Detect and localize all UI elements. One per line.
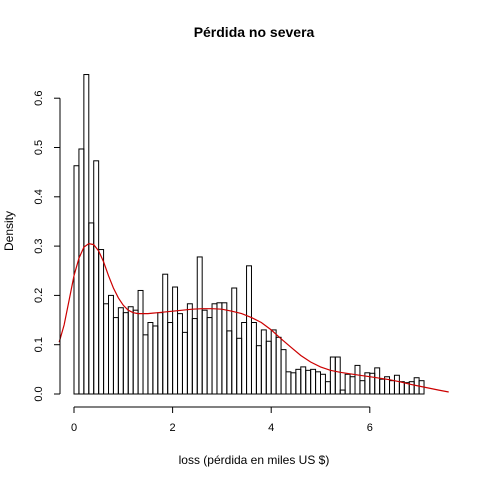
histogram-bar: [211, 303, 218, 395]
histogram-bar: [339, 389, 346, 395]
histogram-bar: [315, 371, 322, 395]
histogram-bar: [137, 289, 144, 395]
histogram-bar: [83, 74, 90, 395]
x-tick-label: 4: [268, 422, 274, 434]
histogram-bar: [300, 366, 307, 395]
histogram-bar: [295, 368, 302, 395]
x-tick-label: 2: [170, 422, 176, 434]
histogram-bar: [250, 322, 257, 395]
histogram-bar: [93, 160, 100, 395]
histogram-bar: [117, 307, 124, 395]
histogram-bar: [270, 329, 277, 395]
histogram-bar: [246, 265, 252, 395]
histogram-bar: [236, 337, 243, 395]
histogram-bar: [167, 322, 174, 395]
density-curve-layer: [58, 242, 449, 393]
histogram-bar: [354, 364, 361, 395]
x-tick-label: 0: [71, 422, 77, 434]
histogram-bar: [73, 165, 80, 395]
histogram-bar: [177, 313, 183, 395]
y-axis: 0.0 0.1 0.2 0.3 0.4 0.5 0.6: [33, 91, 61, 402]
histogram-bar: [108, 294, 114, 395]
histogram-bar: [147, 322, 154, 395]
y-tick-label: 0.4: [33, 189, 45, 204]
histogram-bar: [334, 356, 341, 395]
histogram-bar: [305, 369, 312, 395]
histogram-bar: [260, 329, 267, 395]
histogram-bar: [389, 380, 395, 395]
x-axis: 0 2 4 6: [71, 406, 373, 434]
histogram-bar: [255, 345, 262, 395]
histogram-bar: [359, 380, 366, 395]
histogram-bar: [152, 325, 159, 395]
histogram-bar: [127, 306, 134, 395]
histogram-bar: [206, 317, 213, 395]
histogram-bar: [329, 356, 336, 395]
histogram-bar: [280, 349, 287, 395]
histogram-bar: [157, 312, 164, 395]
histogram-bar: [320, 373, 326, 395]
histogram-bar: [324, 381, 331, 395]
histogram-bar: [265, 340, 272, 395]
histogram-bar: [172, 286, 179, 395]
histogram-bar: [78, 148, 85, 395]
histogram-bar: [231, 287, 238, 395]
histogram-bar: [275, 336, 282, 395]
y-axis-label: Density: [2, 211, 16, 251]
histogram-bar: [181, 331, 188, 395]
histogram-bar: [191, 318, 198, 395]
histogram-bar: [344, 373, 351, 395]
histogram-bar: [393, 374, 400, 395]
histogram-bar: [186, 303, 193, 395]
histogram-bar: [162, 273, 169, 395]
histogram-bar: [226, 330, 233, 395]
histogram-bar: [310, 368, 317, 395]
histogram-bar: [201, 309, 208, 395]
histogram-bar: [290, 372, 297, 395]
y-tick-label: 0.3: [33, 238, 45, 253]
y-tick-label: 0.6: [33, 91, 45, 106]
x-axis-label: loss (pérdida en miles US $): [179, 453, 330, 467]
histogram-bar: [196, 256, 203, 395]
histogram-bar: [398, 381, 405, 395]
histogram-bar: [374, 367, 381, 395]
histogram-bar: [221, 302, 228, 395]
histogram-bar: [285, 371, 292, 395]
histogram-bar: [216, 302, 223, 395]
histogram-bar: [349, 376, 356, 395]
histogram-bar: [408, 381, 415, 395]
y-tick-label: 0.1: [33, 337, 45, 352]
histogram-bar: [88, 222, 95, 395]
y-tick-label: 0.2: [33, 288, 45, 303]
histogram-bar: [98, 249, 105, 395]
histogram-bar: [132, 309, 139, 395]
x-tick-label: 6: [367, 422, 373, 434]
density-curve: [58, 242, 449, 393]
y-tick-label: 0.5: [33, 140, 45, 155]
y-tick-label: 0.0: [33, 386, 45, 401]
histogram-bar: [103, 303, 110, 395]
histogram-bar: [241, 322, 248, 395]
histogram-bars: [73, 74, 425, 395]
chart-title: Pérdida no severa: [194, 24, 315, 40]
histogram-bar: [122, 312, 129, 395]
histogram-bar: [112, 317, 119, 395]
histogram-bar: [379, 378, 386, 395]
histogram-bar: [142, 334, 149, 395]
